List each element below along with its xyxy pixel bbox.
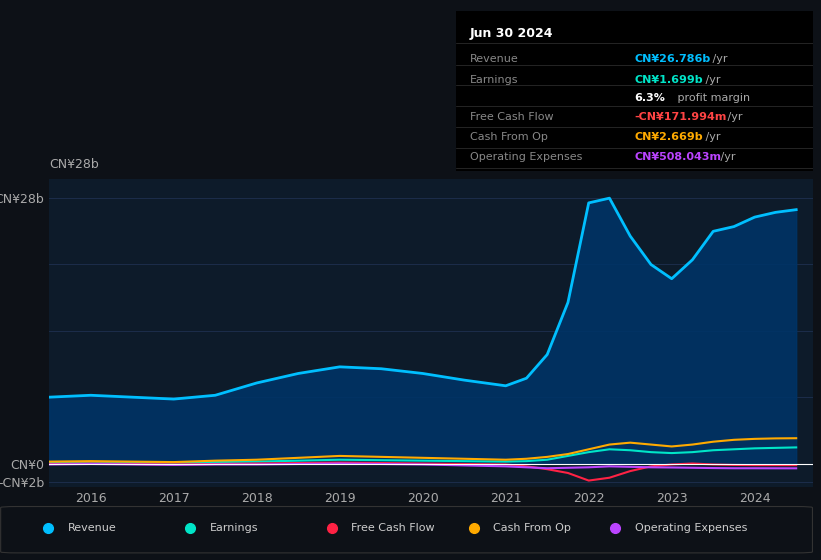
Text: /yr: /yr xyxy=(709,54,727,64)
Text: CN¥1.699b: CN¥1.699b xyxy=(635,75,703,85)
Text: Cash From Op: Cash From Op xyxy=(470,132,548,142)
Text: CN¥26.786b: CN¥26.786b xyxy=(635,54,710,64)
Text: Revenue: Revenue xyxy=(67,523,117,533)
Text: Operating Expenses: Operating Expenses xyxy=(470,152,582,162)
Text: Free Cash Flow: Free Cash Flow xyxy=(351,523,435,533)
Text: /yr: /yr xyxy=(717,152,736,162)
Text: Revenue: Revenue xyxy=(470,54,519,64)
Text: CN¥508.043m: CN¥508.043m xyxy=(635,152,721,162)
Text: profit margin: profit margin xyxy=(673,92,750,102)
Text: /yr: /yr xyxy=(724,112,743,122)
Text: /yr: /yr xyxy=(702,132,720,142)
Text: /yr: /yr xyxy=(702,75,720,85)
Text: Earnings: Earnings xyxy=(209,523,258,533)
Text: CN¥2.669b: CN¥2.669b xyxy=(635,132,703,142)
Text: Earnings: Earnings xyxy=(470,75,518,85)
Text: CN¥28b: CN¥28b xyxy=(49,158,99,171)
Text: -CN¥171.994m: -CN¥171.994m xyxy=(635,112,727,122)
Text: 6.3%: 6.3% xyxy=(635,92,665,102)
Text: Cash From Op: Cash From Op xyxy=(493,523,571,533)
Text: Free Cash Flow: Free Cash Flow xyxy=(470,112,553,122)
Text: Jun 30 2024: Jun 30 2024 xyxy=(470,27,553,40)
Text: Operating Expenses: Operating Expenses xyxy=(635,523,747,533)
